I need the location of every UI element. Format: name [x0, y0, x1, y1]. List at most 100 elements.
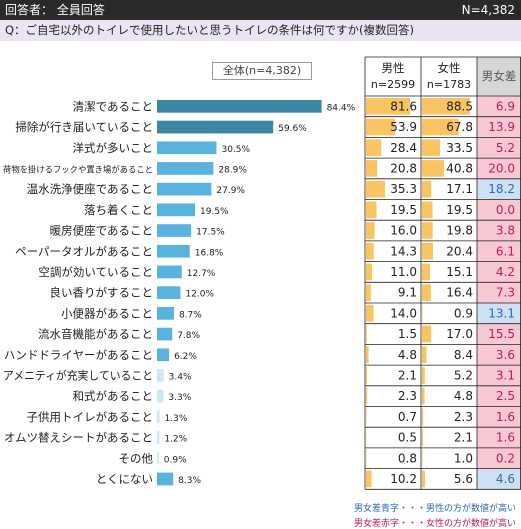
category-label: 流水音機能があること: [38, 327, 153, 341]
male-cell-bar: [366, 325, 367, 343]
female-value: 20.4: [446, 244, 473, 258]
bar-value-label: 84.4%: [327, 103, 356, 113]
female-cell-bar: [422, 408, 424, 426]
category-label: 温水洗浄便座であること: [27, 182, 153, 196]
bar: [157, 286, 181, 299]
male-cell-bar: [366, 387, 368, 405]
male-cell-bar: [366, 98, 411, 115]
female-n-header: n=1783: [427, 78, 471, 91]
male-cell-bg: [365, 240, 421, 262]
female-cell-bar: [422, 470, 426, 488]
female-cell-bar: [422, 449, 423, 467]
respondents-label: 回答者： 全員回答: [5, 3, 105, 17]
female-cell-bar: [422, 429, 424, 446]
female-cell-bg: [421, 178, 477, 200]
female-value: 2.3: [454, 410, 473, 424]
male-cell-bar: [366, 118, 396, 136]
female-value: 2.1: [454, 431, 473, 445]
bar: [157, 348, 170, 362]
bar-value-label: 17.5%: [196, 228, 225, 238]
male-cell-bg: [365, 365, 421, 386]
female-cell-bar: [422, 201, 433, 219]
category-label: 落ち着くこと: [84, 203, 153, 217]
diff-cell-bg: [477, 178, 521, 200]
female-cell-bg: [421, 282, 477, 303]
category-label: 暖房便座であること: [50, 224, 153, 238]
diff-cell-bg: [477, 282, 521, 303]
male-cell-bg: [365, 303, 421, 324]
male-cell-bar: [366, 242, 374, 260]
female-value: 19.8: [446, 224, 473, 238]
diff-cell-bg: [477, 447, 521, 469]
diff-cell-bg: [477, 344, 521, 366]
diff-cell-bg: [477, 385, 521, 407]
male-value: 14.0: [390, 306, 417, 320]
category-label: 空調が効いていること: [38, 265, 153, 279]
diff-value: 3.1: [496, 368, 515, 382]
female-value: 5.2: [454, 368, 473, 382]
male-value: 16.0: [390, 224, 417, 238]
bar: [157, 244, 190, 258]
legend-blue-note: 男女差青字・・・男性の方が数値が高い: [354, 502, 516, 514]
male-cell-bg: [365, 220, 421, 241]
bar: [157, 369, 164, 382]
bar: [157, 410, 160, 424]
male-cell-bar: [366, 346, 369, 364]
category-label: アメニティが充実していること: [3, 368, 153, 382]
female-cell-bg: [421, 365, 477, 386]
diff-value: 4.6: [496, 472, 515, 486]
diff-cell-bg: [477, 427, 521, 448]
female-value: 67.8: [446, 120, 473, 134]
male-value: 9.1: [398, 286, 417, 300]
diff-value: 1.6: [496, 410, 515, 424]
male-value: 14.3: [390, 244, 417, 258]
bar: [157, 120, 274, 134]
diff-cell-bg: [477, 96, 521, 117]
male-value: 81.6: [390, 99, 417, 113]
diff-value: 2.5: [496, 389, 515, 403]
male-cell-bg: [365, 468, 421, 490]
table-header-diff-bg: [477, 57, 521, 96]
male-cell-bar: [366, 305, 374, 322]
female-header: 女性: [438, 61, 461, 75]
female-cell-bar: [422, 160, 445, 177]
diff-cell-bg: [477, 365, 521, 386]
bar: [157, 472, 174, 486]
category-label: その他: [119, 451, 154, 465]
bar: [157, 327, 173, 341]
bar-value-label: 7.8%: [177, 331, 200, 341]
male-cell-bg: [365, 344, 421, 366]
bar-value-label: 6.2%: [174, 352, 197, 362]
female-cell-bg: [421, 427, 477, 448]
male-cell-bg: [365, 282, 421, 303]
female-cell-bar: [422, 367, 425, 384]
female-value: 17.1: [446, 182, 473, 196]
female-cell-bg: [421, 303, 477, 324]
female-value: 8.4: [454, 348, 473, 362]
male-value: 19.5: [390, 203, 417, 217]
header-bar: 回答者： 全員回答 N=4,382: [0, 0, 521, 20]
male-cell-bg: [365, 385, 421, 407]
male-cell-bg: [365, 447, 421, 469]
category-label: 洋式が多いこと: [73, 141, 154, 155]
diff-cell-bg: [477, 406, 521, 428]
female-cell-bar: [422, 180, 432, 198]
question-text: Q：ご自宅以外のトイレで使用したいと思うトイレの条件は何ですか(複数回答): [0, 20, 521, 41]
diff-cell-bg: [477, 261, 521, 283]
female-value: 4.8: [454, 389, 473, 403]
category-label: 和式があること: [73, 389, 154, 403]
male-value: 11.0: [390, 265, 417, 279]
female-cell-bg: [421, 406, 477, 428]
category-label: 小便器があること: [61, 306, 153, 320]
female-value: 17.0: [446, 327, 473, 341]
bar: [157, 307, 174, 320]
category-label: とくにない: [96, 472, 153, 486]
male-cell-bar: [366, 201, 377, 219]
diff-value: 6.1: [496, 244, 515, 258]
bar-value-label: 3.3%: [168, 393, 191, 403]
female-value: 88.5: [446, 99, 473, 113]
bar: [157, 224, 192, 237]
female-cell-bar: [422, 284, 431, 301]
category-label: 清潔であること: [73, 99, 153, 113]
diff-cell-bg: [477, 220, 521, 241]
